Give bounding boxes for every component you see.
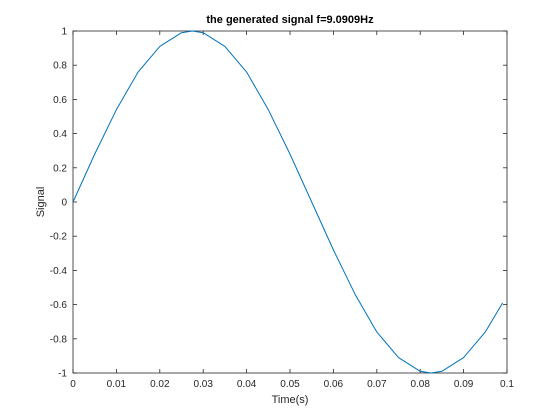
axes-box <box>72 30 508 374</box>
y-tick-label: -0.4 <box>50 266 68 277</box>
x-tick-label: 0.1 <box>500 379 514 390</box>
chart-title: the generated signal f=9.0909Hz <box>206 14 374 26</box>
y-tick-label: -0.8 <box>50 334 68 345</box>
y-tick-label: 1 <box>61 27 67 38</box>
x-tick-label: 0.06 <box>324 379 344 390</box>
series-line <box>72 30 504 374</box>
x-tick-label: 0.05 <box>280 379 300 390</box>
x-tick-label: 0.01 <box>107 379 127 390</box>
y-tick-label: 0 <box>61 198 67 209</box>
x-tick-label: 0.07 <box>367 379 387 390</box>
x-tick-label: 0.04 <box>237 379 257 390</box>
y-tick-label: 0.6 <box>53 95 67 106</box>
x-tick-label: 0 <box>70 379 76 390</box>
y-ticks: -1 -0.8 -0.6 -0.4 -0.2 0 0.2 0.4 0.6 0.8 1 <box>50 27 507 380</box>
plot-lines <box>72 30 504 374</box>
x-tick-label: 0.09 <box>454 379 474 390</box>
x-tick-label: 0.03 <box>193 379 213 390</box>
y-tick-label: -1 <box>58 369 67 380</box>
x-tick-label: 0.02 <box>150 379 170 390</box>
x-axis-label: Time(s) <box>272 394 309 406</box>
y-tick-label: -0.6 <box>50 300 68 311</box>
y-tick-label: 0.8 <box>53 61 67 72</box>
y-axis-label: Signal <box>35 187 47 218</box>
y-tick-label: 0.4 <box>53 129 67 140</box>
y-tick-label: -0.2 <box>50 232 68 243</box>
x-tick-label: 0.08 <box>410 379 430 390</box>
x-ticks: 0 0.01 0.02 0.03 0.04 0.05 0.06 0.07 0.08 0.09 0.1 <box>70 31 514 390</box>
y-tick-label: 0.2 <box>53 163 67 174</box>
axes-frame <box>72 30 508 374</box>
